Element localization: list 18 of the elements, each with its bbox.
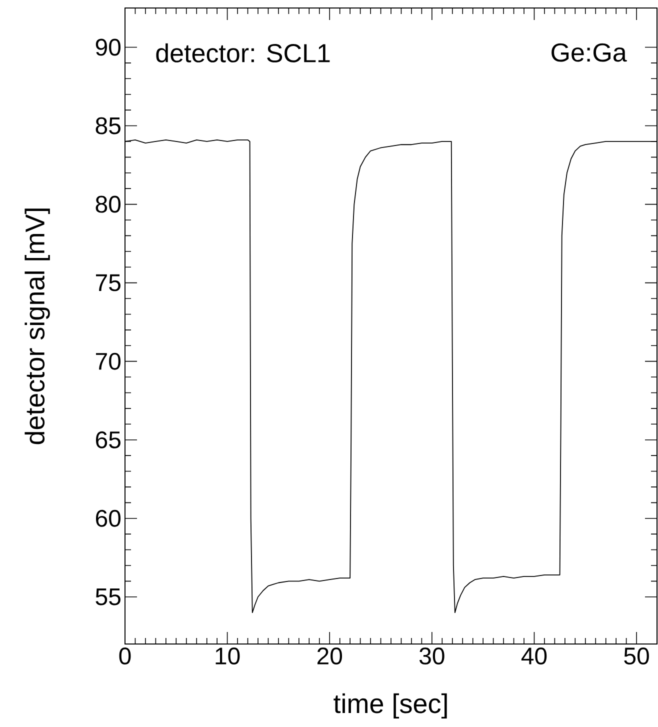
x-tick-label: 0	[119, 648, 131, 665]
x-tick-label: 30	[419, 648, 444, 665]
x-tick-label: 50	[624, 648, 649, 665]
y-tick-label: 60	[96, 510, 121, 527]
y-tick-label: 75	[96, 274, 120, 292]
annotation: Ge:Ga	[552, 43, 627, 62]
y-tick-label: 55	[96, 588, 120, 606]
y-tick-label: 80	[96, 196, 121, 213]
x-tick-label: 10	[216, 648, 240, 665]
x-tick-label: 40	[521, 648, 547, 665]
y-tick-label: 90	[96, 38, 121, 56]
y-axis-title: detector signal [mV]	[24, 208, 50, 444]
x-axis-title: time [sec]	[334, 693, 447, 719]
y-tick-label: 70	[96, 352, 121, 370]
x-tick-label: 20	[317, 648, 342, 665]
annotation: detector: SCL1	[156, 43, 330, 62]
y-tick-label: 65	[96, 431, 120, 448]
y-tick-label: 85	[96, 117, 120, 134]
